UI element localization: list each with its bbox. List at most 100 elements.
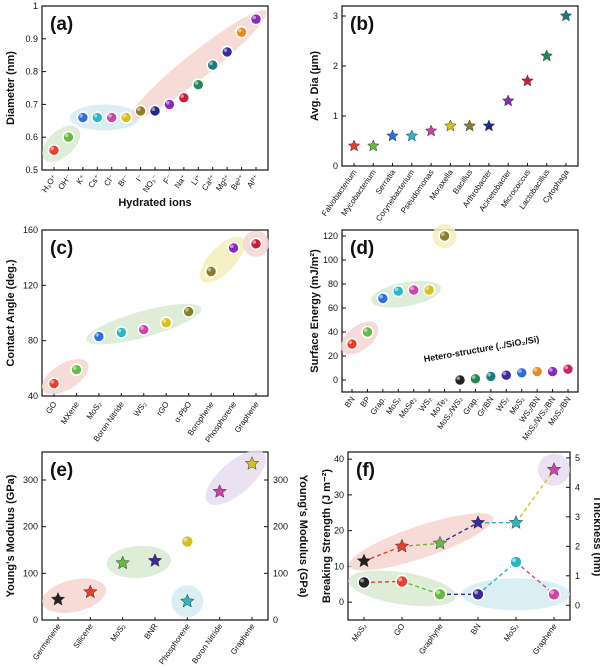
panel-c-point-highlight — [50, 379, 55, 384]
panel-b-ytick-label: 3 — [333, 11, 338, 21]
panel-d-point-highlight — [533, 368, 538, 372]
panel-c-point — [115, 326, 128, 339]
panel-c-point — [137, 323, 151, 336]
panel-c-highlight-group — [41, 358, 89, 395]
panel-a-xlabel: Hydrated ions — [118, 197, 191, 209]
panel-a-ytick-label: 1 — [33, 1, 38, 11]
panel-c-point-highlight — [252, 240, 257, 244]
panel-f-ylabel: Breaking Strength (J m⁻²) — [321, 469, 333, 603]
panel-a-point-highlight — [165, 100, 170, 105]
panel-d-category-label: BP — [359, 395, 372, 409]
panel-a-point — [191, 78, 205, 92]
panel-e-circle-point-highlight — [183, 537, 188, 542]
panel-e-star-point — [50, 591, 66, 606]
panel-b-point — [559, 9, 573, 22]
panel-f-thickness-point — [508, 515, 524, 529]
panel-d-point-highlight — [471, 375, 476, 379]
panel-d-point — [561, 362, 575, 376]
panel-a-point — [62, 130, 75, 144]
panel-f-category-label: Graphene — [531, 622, 559, 657]
panel-b-ytick-label: 1 — [333, 111, 338, 121]
panel-c-point-highlight — [72, 366, 77, 370]
panel-b-frame — [341, 5, 579, 167]
panel-e-category-label: Silicene — [72, 622, 96, 651]
panel-a-point — [134, 104, 147, 118]
panel-e-ytick-label: 0 — [33, 615, 38, 625]
panel-f-strength-point-highlight — [436, 590, 441, 595]
panel-f-ytick-label: 0 — [339, 597, 344, 607]
panel-b-point — [482, 119, 496, 132]
panel-d-point — [484, 370, 498, 383]
panel-f-strength-point — [509, 555, 523, 569]
panel-d-point-highlight — [379, 294, 383, 299]
panel-d-ytick-label: 60 — [328, 303, 338, 313]
panel-f-thickness-point — [546, 462, 562, 476]
panel-b-point — [347, 139, 361, 152]
panel-a-point-highlight — [151, 107, 156, 112]
panel-f-category-label: GO — [392, 622, 407, 637]
panel-c-category-label: rGO — [155, 400, 171, 418]
panel-f-highlight-group — [348, 513, 494, 571]
panel-f-strength-point — [547, 587, 561, 602]
panel-a-ytick-label: 0.6 — [25, 132, 38, 142]
panel-c-point — [227, 241, 240, 255]
panel-f-label: (f) — [356, 460, 375, 481]
panel-e-circle-point — [180, 534, 195, 549]
panel-f-strength-point-highlight — [550, 590, 555, 595]
panel-a-point-highlight — [122, 113, 127, 118]
panel-c-point — [92, 330, 106, 343]
panel-a-ytick-label: 0.9 — [25, 34, 38, 44]
panel-e-ytick-label: 100 — [23, 568, 38, 578]
panel-a-category-label: F⁻ — [161, 173, 174, 186]
panel-f-ytick-label: 20 — [334, 526, 344, 536]
panel-a-point — [90, 111, 104, 124]
panel-a-category-label: Be²⁺ — [229, 173, 246, 192]
panel-d-point — [469, 372, 482, 386]
panel-e-ylabel: Young's Modulus (GPa) — [5, 474, 17, 597]
panel-f-ytick-label: 10 — [334, 561, 344, 571]
panel-c-ytick-label: 80 — [28, 336, 38, 346]
panel-c-point-highlight — [229, 244, 234, 249]
panel-e-y2tick-label: 0 — [273, 615, 278, 625]
panel-d-ytick-label: 20 — [328, 351, 338, 361]
panel-f-highlight-group — [462, 578, 570, 611]
panel-c-highlight-group — [200, 236, 245, 283]
panel-d-point-highlight — [487, 372, 491, 377]
panel-d-frame — [341, 229, 579, 393]
panel-e-category-label: Boron Nitride — [190, 622, 224, 666]
panel-a-category-label: OH⁻ — [56, 173, 73, 191]
panel-a-category-label: K⁺ — [75, 173, 88, 186]
panel-c-ytick-label: 120 — [23, 280, 38, 290]
panel-e-category-label: Phosphorene — [157, 622, 192, 667]
panel-e-star-point — [115, 555, 130, 570]
panel-d: (d) Surface Energy (mJ/m²) Hetero-struct… — [309, 224, 579, 442]
panel-c-point-highlight — [140, 326, 144, 330]
panel-a-category-label: H₃O⁺ — [40, 173, 59, 194]
panel-a-category-label: Mg²⁺ — [214, 173, 232, 193]
panel-a-point-highlight — [108, 113, 112, 118]
panel-a-point — [206, 58, 220, 72]
panel-b-point — [463, 119, 476, 132]
panel-d-point — [499, 368, 513, 382]
panel-e-y2tick-label: 100 — [273, 568, 288, 578]
panel-c-point — [182, 305, 195, 318]
panel-c-ytick-label: 40 — [28, 391, 38, 401]
panel-a-point-highlight — [194, 81, 199, 85]
panel-c-ytick-label: 160 — [23, 225, 38, 235]
panel-f-highlight-group — [348, 570, 456, 607]
panel-a-point — [163, 98, 176, 111]
panel-f-strength-point-highlight — [512, 558, 517, 563]
panel-f-y2tick-label: 2 — [575, 541, 580, 551]
panel-d-point — [376, 292, 390, 305]
panel-f-strength-point-highlight — [398, 577, 403, 582]
panel-e-y2label: Young's Modulus (GPa) — [297, 475, 309, 598]
panel-f-y2tick-label: 0 — [575, 600, 580, 610]
panel-f-y2label: Thickness (nm) — [591, 496, 600, 577]
panel-d-point — [422, 283, 436, 297]
panel-d-ytick-label: 100 — [323, 255, 338, 265]
panel-a-point — [119, 111, 133, 124]
panel-d-point-highlight — [440, 232, 445, 237]
panel-b-ytick-label: 0 — [333, 161, 338, 171]
panel-b-point — [386, 129, 399, 142]
